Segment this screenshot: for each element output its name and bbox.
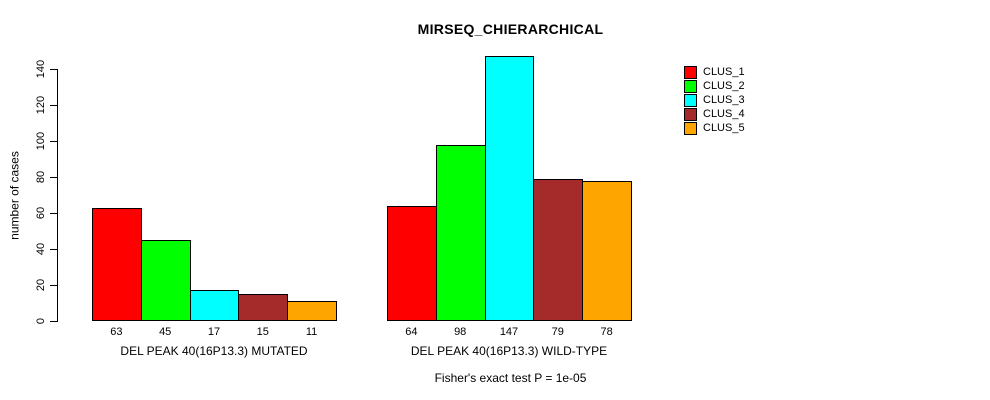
legend-item: CLUS_5 [684, 121, 745, 135]
bar-value-label: 63 [110, 326, 123, 338]
bar-value-label: 64 [405, 326, 418, 338]
bar-value-label: 79 [551, 326, 564, 338]
y-axis-tick-label: 40 [35, 242, 47, 256]
bar-value-label: 11 [305, 326, 318, 338]
bar-clus-4-group-2 [533, 178, 584, 321]
y-axis-tick-label: 80 [35, 170, 47, 184]
bar-clus-2-group-1 [140, 240, 191, 321]
y-axis-tick-label: 120 [35, 95, 47, 115]
bar-value-label: 78 [600, 326, 613, 338]
bar-clus-3-group-2 [484, 56, 535, 321]
legend-swatch [684, 65, 697, 79]
bar-clus-5-group-1 [287, 301, 337, 321]
y-axis-tick-label: 60 [35, 206, 47, 220]
legend-swatch [684, 79, 697, 93]
bar-clus-3-group-1 [189, 290, 240, 321]
y-axis-tick-label: 0 [35, 317, 47, 325]
y-axis-tick [50, 212, 57, 214]
legend-swatch [684, 107, 697, 121]
legend-label: CLUS_4 [703, 108, 745, 120]
bar-clus-1-group-1 [92, 207, 142, 321]
y-axis-tick [50, 248, 57, 250]
x-group-label: DEL PEAK 40(16P13.3) WILD-TYPE [410, 344, 608, 358]
y-axis-tick [50, 176, 57, 178]
y-axis-tick [50, 320, 57, 322]
legend: CLUS_1 CLUS_2 CLUS_3 CLUS_4 CLUS_5 [684, 65, 745, 135]
bar-clus-1-group-2 [387, 205, 437, 321]
subtitle-fisher-test: Fisher's exact test P = 1e-05 [434, 371, 587, 385]
bar-clus-4-group-1 [238, 294, 289, 321]
legend-item: CLUS_2 [684, 79, 745, 93]
y-axis-tick [50, 68, 57, 70]
y-axis-tick-label: 140 [35, 59, 47, 79]
bar-value-label: 147 [499, 326, 519, 338]
y-axis-tick-label: 100 [35, 131, 47, 151]
y-axis-tick [50, 140, 57, 142]
x-group-label: DEL PEAK 40(16P13.3) MUTATED [120, 344, 308, 358]
bar-value-label: 45 [159, 326, 172, 338]
bar-clus-5-group-2 [582, 180, 632, 321]
legend-label: CLUS_3 [703, 94, 745, 106]
legend-swatch [684, 121, 697, 135]
y-axis-tick [50, 104, 57, 106]
legend-swatch [684, 93, 697, 107]
y-axis-tick-label: 20 [35, 278, 47, 292]
y-axis-tick [50, 284, 57, 286]
bar-value-label: 98 [454, 326, 467, 338]
legend-item: CLUS_4 [684, 107, 745, 121]
bar-value-label: 15 [256, 326, 269, 338]
legend-item: CLUS_3 [684, 93, 745, 107]
legend-label: CLUS_5 [703, 122, 745, 134]
legend-item: CLUS_1 [684, 65, 745, 79]
legend-label: CLUS_2 [703, 80, 745, 92]
bar-clus-2-group-2 [435, 144, 486, 321]
y-axis-line [57, 69, 58, 322]
legend-label: CLUS_1 [703, 66, 745, 78]
bar-value-label: 17 [207, 326, 221, 338]
y-axis-title: number of cases [7, 151, 22, 240]
chart-title: MIRSEQ_CHIERARCHICAL [417, 21, 604, 37]
